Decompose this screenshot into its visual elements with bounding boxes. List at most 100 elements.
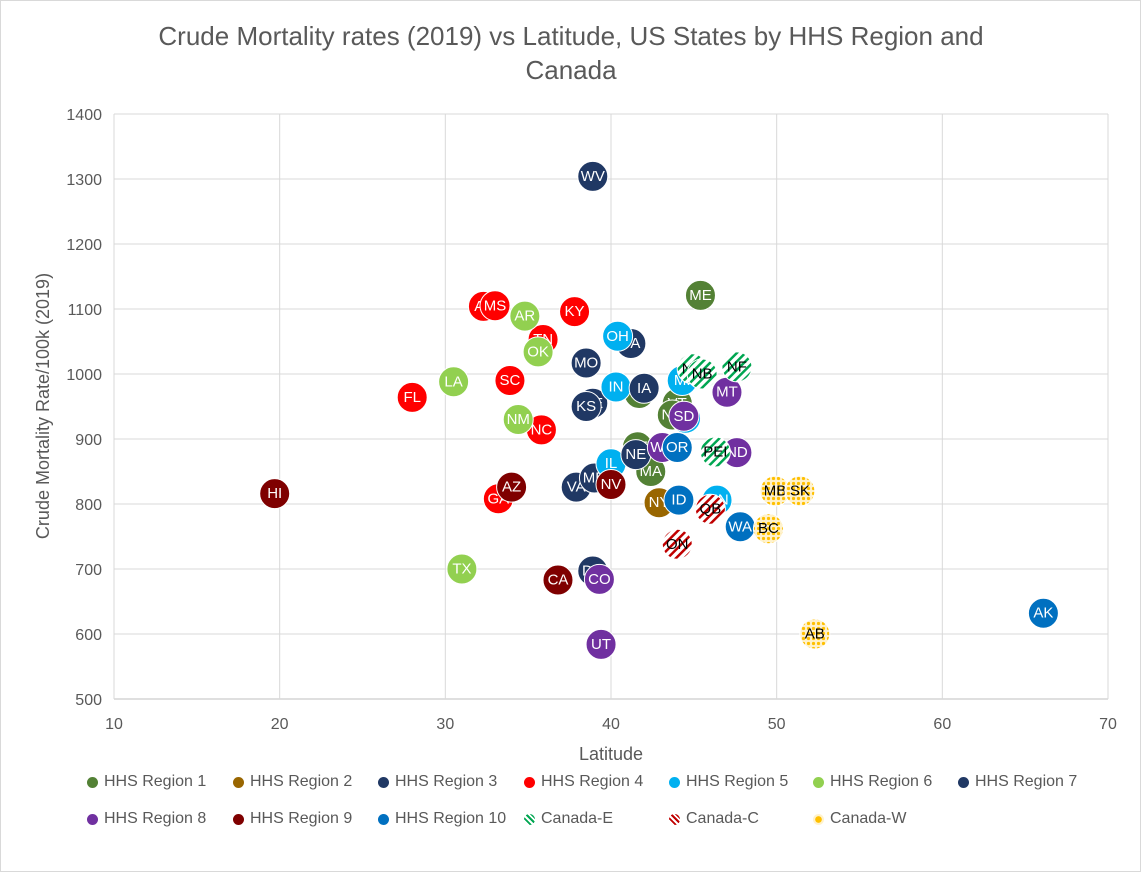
legend-label: HHS Region 5: [686, 773, 789, 790]
x-axis-title: Latitude: [579, 744, 643, 764]
legend-label: HHS Region 9: [250, 810, 353, 827]
legend: HHS Region 1 HHS Region 2 HHS Region 3 HHS …: [87, 773, 1127, 847]
point-label: MT: [716, 384, 738, 401]
data-point: [668, 400, 700, 432]
point-label: AZ: [502, 479, 521, 496]
legend-label: HHS Region 2: [250, 773, 353, 790]
data-point: [752, 513, 784, 545]
data-point: [661, 431, 693, 463]
y-tick-label: 900: [75, 432, 102, 449]
data-point: [694, 493, 726, 525]
point-label: KS: [576, 398, 596, 415]
point-label: SD: [673, 408, 694, 425]
legend-marker-icon: [378, 813, 389, 825]
data-point: [559, 296, 591, 328]
point-label: NM: [507, 411, 530, 428]
data-point: [259, 478, 291, 510]
legend-label: HHS Region 3: [395, 773, 498, 790]
legend-label: HHS Region 1: [104, 773, 207, 790]
point-label: WA: [728, 518, 752, 535]
point-label: AK: [1033, 605, 1053, 622]
legend-label: Canada-E: [541, 810, 614, 827]
legend-marker-icon: [669, 813, 680, 825]
legend-marker-icon: [87, 776, 98, 788]
point-label: ID: [671, 492, 686, 509]
point-label: KY: [565, 303, 585, 320]
point-label: MB: [764, 483, 787, 500]
legend-label: Canada-C: [686, 810, 759, 827]
point-label: MA: [640, 463, 663, 480]
data-point: [502, 404, 534, 435]
legend-marker-icon: [87, 813, 98, 825]
data-point: [509, 300, 541, 332]
legend-item: HHS Region 7: [958, 773, 1077, 791]
y-tick-label: 1000: [66, 367, 102, 384]
legend-item: Canada-W: [813, 810, 906, 828]
y-tick-label: 1400: [66, 107, 102, 124]
legend-item: HHS Region 1: [87, 773, 206, 791]
data-point: [570, 391, 602, 422]
data-point: [438, 366, 470, 398]
chart-title-line-2: Canada: [525, 55, 617, 85]
tick-labels: 500 600 700 800 900 1000 1100 1200 1300 1400 10 20 3…: [66, 107, 1117, 733]
data-point: [496, 471, 528, 503]
point-label: IN: [608, 379, 623, 396]
y-tick-label: 1300: [66, 172, 102, 189]
point-label: AB: [805, 626, 825, 643]
point-label: MS: [484, 297, 507, 314]
point-label: IL: [605, 455, 618, 472]
data-point: [479, 290, 511, 322]
data-point: [686, 358, 718, 390]
legend-item: HHS Region 3: [378, 773, 497, 791]
point-label: QB: [700, 501, 722, 518]
data-point: [684, 279, 716, 311]
point-label: OK: [527, 343, 549, 360]
data-point: [494, 365, 526, 396]
data-point: [396, 381, 428, 413]
legend-label: HHS Region 10: [395, 810, 507, 827]
data-point: [661, 528, 693, 560]
y-axis-title: Crude Mortality Rate/100k (2019): [33, 273, 53, 539]
point-label: WV: [581, 168, 605, 185]
point-label: SK: [790, 483, 810, 500]
point-label: PEI: [703, 444, 727, 461]
legend-item: HHS Region 9: [233, 810, 352, 828]
x-tick-label: 70: [1099, 716, 1117, 733]
legend-marker-icon: [958, 776, 969, 788]
data-point: [628, 372, 660, 404]
data-point: [595, 469, 627, 500]
point-label: BC: [758, 520, 779, 537]
point-label: NV: [601, 476, 622, 493]
data-point: [602, 320, 634, 352]
data-point: [699, 436, 731, 468]
data-point: [522, 336, 554, 368]
point-label: ME: [689, 287, 712, 304]
legend-marker-icon: [524, 813, 535, 825]
legend-label: Canada-W: [830, 810, 907, 827]
point-label: NC: [531, 421, 553, 438]
legend-item: HHS Region 6: [813, 773, 932, 791]
point-label: TX: [452, 561, 471, 578]
point-label: OR: [666, 439, 689, 456]
legend-item: HHS Region 5: [669, 773, 788, 791]
legend-marker-icon: [813, 813, 824, 825]
data-point: [784, 475, 816, 507]
point-label: AR: [514, 308, 535, 325]
point-label: NE: [625, 446, 646, 463]
x-tick-label: 30: [436, 716, 454, 733]
legend-marker-icon: [233, 776, 244, 788]
point-label: CA: [548, 572, 569, 589]
legend-item: HHS Region 10: [378, 810, 506, 828]
point-label: FL: [403, 389, 421, 406]
y-tick-label: 500: [75, 692, 102, 709]
legend-item: HHS Region 4: [524, 773, 643, 791]
legend-marker-icon: [669, 776, 680, 788]
chart-title-line-1: Crude Mortality rates (2019) vs Latitude…: [158, 21, 984, 51]
data-point: [446, 553, 478, 585]
legend-row: HHS Region 8 HHS Region 9 HHS Region 10 Can…: [87, 810, 1127, 847]
point-label: CO: [588, 571, 611, 588]
legend-marker-icon: [378, 776, 389, 788]
y-tick-label: 1200: [66, 237, 102, 254]
